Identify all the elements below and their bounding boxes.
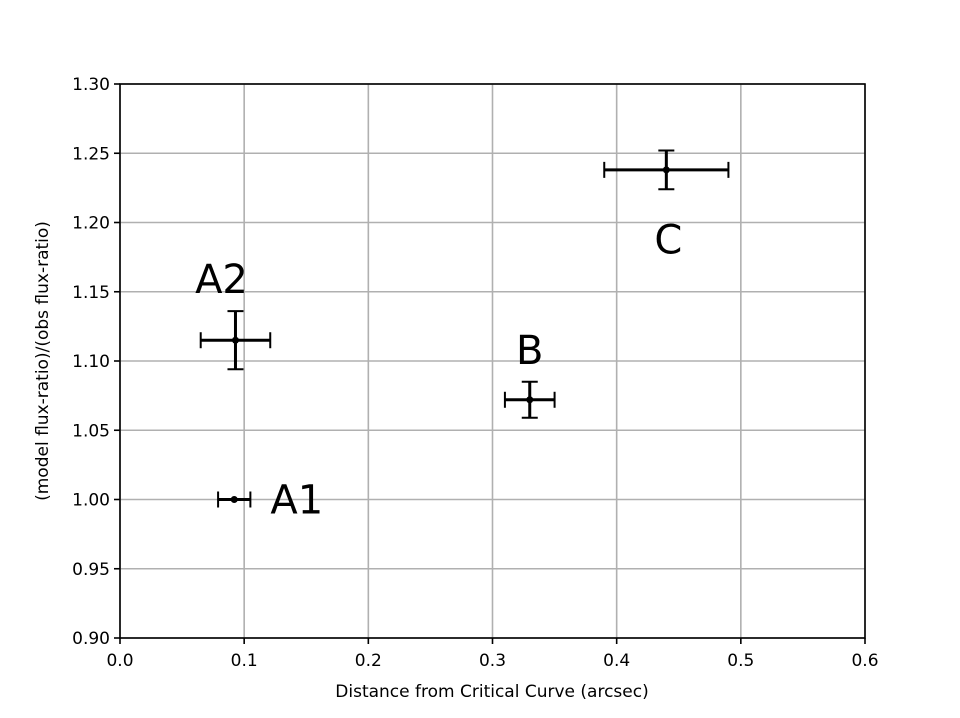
y-tick-label: 0.90: [72, 629, 110, 649]
tick-labels: 0.0 0.1 0.2 0.3 0.4 0.5 0.6 0.90 0.95 1.00 1.05 1.1…: [72, 75, 878, 671]
data-point-group: [217, 491, 252, 508]
x-tick-label: 0.5: [727, 651, 754, 671]
data-point-group: [199, 310, 272, 371]
y-tick-label: 1.10: [72, 352, 110, 372]
y-tick-label: 1.20: [72, 214, 110, 234]
x-tick-label: 0.0: [106, 651, 133, 671]
data-point: [231, 336, 239, 344]
x-axis-label: Distance from Critical Curve (arcsec): [335, 682, 648, 702]
data-point: [662, 166, 670, 174]
y-axis-label: (model flux-ratio)/(obs flux-ratio): [33, 221, 53, 501]
y-tick-label: 1.25: [72, 144, 110, 164]
point-label: A2: [195, 257, 248, 303]
grid: [119, 83, 866, 639]
plot-frame: [119, 83, 866, 639]
x-tick-label: 0.3: [479, 651, 506, 671]
x-tick-label: 0.6: [851, 651, 878, 671]
y-tick-label: 1.30: [72, 75, 110, 95]
x-tick-label: 0.1: [231, 651, 258, 671]
data-point: [526, 396, 534, 404]
data-point: [230, 496, 238, 503]
data-points: [199, 149, 730, 508]
data-point-group: [503, 380, 556, 419]
point-label: A1: [270, 478, 323, 524]
y-tick-label: 0.95: [72, 560, 110, 580]
y-tick-label: 1.00: [72, 491, 110, 511]
point-labels: A1 A2 B C: [195, 217, 682, 523]
y-tick-label: 1.05: [72, 421, 110, 441]
data-point-group: [603, 149, 730, 191]
point-label: C: [654, 217, 682, 263]
ticks: [114, 83, 866, 644]
y-tick-label: 1.15: [72, 283, 110, 303]
x-tick-label: 0.2: [355, 651, 382, 671]
x-tick-label: 0.4: [603, 651, 630, 671]
point-label: B: [516, 328, 543, 374]
